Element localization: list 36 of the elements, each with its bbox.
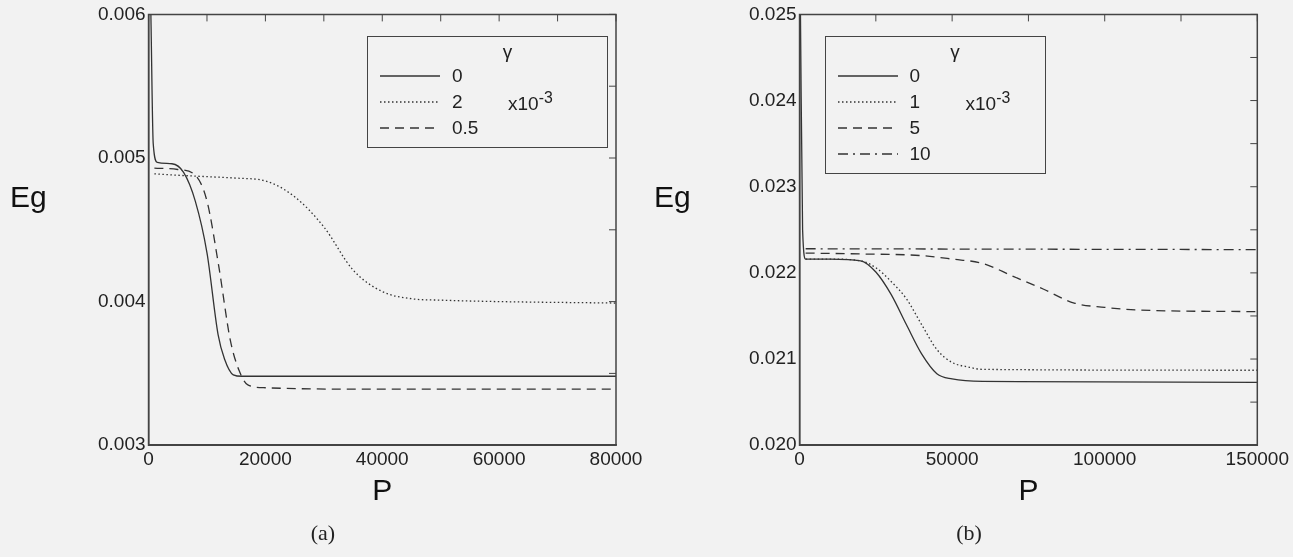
x-tick-label: 60000	[472, 447, 526, 469]
y-tick-label: 0.023	[749, 174, 797, 196]
legend-title: γ	[501, 41, 514, 64]
annotation: x10$^{-3}$	[508, 89, 553, 116]
legend-label: 2	[452, 91, 463, 114]
legend-title: γ	[949, 41, 961, 64]
x-tick-label: 40000	[355, 447, 409, 469]
legend-label: 10	[909, 143, 931, 166]
legend-label: 5	[909, 117, 921, 140]
legend-label: 0.5	[452, 117, 479, 140]
y-tick-label: 0.021	[749, 347, 797, 369]
legend-label: 0	[909, 65, 921, 88]
x-tick-label: 100000	[1073, 447, 1137, 469]
y-tick-label: 0.006	[98, 2, 146, 24]
x-tick-label: 80000	[589, 447, 643, 469]
x-tick-label: 150000	[1225, 447, 1289, 469]
legend-label: 1	[909, 91, 921, 114]
y-tick-label: 0.025	[749, 2, 797, 24]
legend-label: 0	[452, 65, 463, 88]
y-tick-label: 0.005	[98, 146, 146, 168]
x-tick-label: 0	[794, 447, 805, 469]
x-tick-label: 20000	[238, 447, 292, 469]
y-tick-label: 0.020	[749, 433, 797, 455]
line-series	[799, 14, 1258, 383]
x-axis-title: P	[1018, 473, 1039, 507]
y-tick-label: 0.022	[749, 261, 797, 283]
y-axis-title: Eg	[10, 179, 47, 214]
y-tick-label: 0.003	[98, 433, 146, 455]
text: (b)	[955, 520, 983, 546]
x-tick-label: 50000	[925, 447, 979, 469]
x-axis-title: P	[372, 473, 393, 507]
y-axis-title: Eg	[654, 179, 691, 214]
text: (a)	[309, 520, 337, 546]
annotation: x10$^{-3}$	[965, 89, 1011, 116]
y-tick-label: 0.004	[98, 289, 146, 311]
y-tick-label: 0.024	[749, 88, 797, 110]
